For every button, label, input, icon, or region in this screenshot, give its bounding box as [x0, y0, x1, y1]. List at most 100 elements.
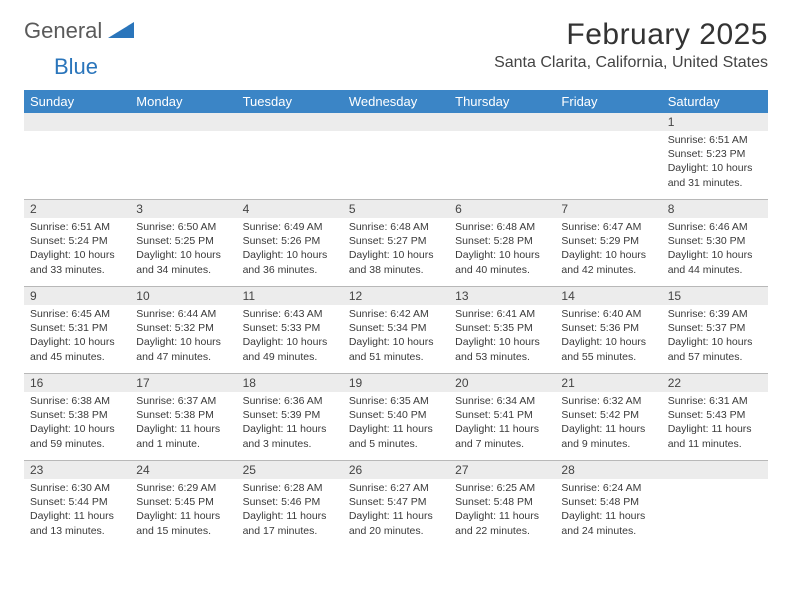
week-row: 23Sunrise: 6:30 AMSunset: 5:44 PMDayligh… — [24, 460, 768, 547]
cell-line: Sunset: 5:37 PM — [668, 321, 762, 335]
day-header-cell: Friday — [555, 90, 661, 113]
brand-logo: General — [24, 18, 136, 44]
day-header-cell: Thursday — [449, 90, 555, 113]
day-number: 4 — [237, 200, 343, 218]
day-number: 26 — [343, 461, 449, 479]
cell-details: Sunrise: 6:29 AMSunset: 5:45 PMDaylight:… — [130, 479, 236, 542]
cell-line: Sunset: 5:48 PM — [561, 495, 655, 509]
cell-line: Sunrise: 6:31 AM — [668, 394, 762, 408]
cell-line: Sunrise: 6:50 AM — [136, 220, 230, 234]
week-row: 16Sunrise: 6:38 AMSunset: 5:38 PMDayligh… — [24, 373, 768, 460]
calendar-cell: 6Sunrise: 6:48 AMSunset: 5:28 PMDaylight… — [449, 200, 555, 286]
empty-day-bar — [449, 113, 555, 131]
calendar-cell: 27Sunrise: 6:25 AMSunset: 5:48 PMDayligh… — [449, 461, 555, 547]
day-number: 11 — [237, 287, 343, 305]
cell-details: Sunrise: 6:39 AMSunset: 5:37 PMDaylight:… — [662, 305, 768, 368]
day-number: 21 — [555, 374, 661, 392]
cell-line: Sunrise: 6:48 AM — [349, 220, 443, 234]
cell-details: Sunrise: 6:46 AMSunset: 5:30 PMDaylight:… — [662, 218, 768, 281]
cell-line: Sunrise: 6:32 AM — [561, 394, 655, 408]
cell-line: Sunrise: 6:35 AM — [349, 394, 443, 408]
cell-details: Sunrise: 6:30 AMSunset: 5:44 PMDaylight:… — [24, 479, 130, 542]
calendar-cell: 13Sunrise: 6:41 AMSunset: 5:35 PMDayligh… — [449, 287, 555, 373]
cell-line: Sunrise: 6:29 AM — [136, 481, 230, 495]
brand-word1: General — [24, 18, 102, 44]
cell-line: Daylight: 10 hours and 51 minutes. — [349, 335, 443, 363]
cell-details: Sunrise: 6:40 AMSunset: 5:36 PMDaylight:… — [555, 305, 661, 368]
day-number: 10 — [130, 287, 236, 305]
day-number: 12 — [343, 287, 449, 305]
cell-details: Sunrise: 6:36 AMSunset: 5:39 PMDaylight:… — [237, 392, 343, 455]
cell-line: Sunrise: 6:42 AM — [349, 307, 443, 321]
cell-line: Sunrise: 6:38 AM — [30, 394, 124, 408]
day-number: 25 — [237, 461, 343, 479]
cell-line: Daylight: 10 hours and 40 minutes. — [455, 248, 549, 276]
cell-line: Sunset: 5:36 PM — [561, 321, 655, 335]
cell-details: Sunrise: 6:37 AMSunset: 5:38 PMDaylight:… — [130, 392, 236, 455]
calendar-cell — [662, 461, 768, 547]
day-header-cell: Saturday — [662, 90, 768, 113]
empty-day-bar — [130, 113, 236, 131]
cell-details: Sunrise: 6:32 AMSunset: 5:42 PMDaylight:… — [555, 392, 661, 455]
day-header-cell: Sunday — [24, 90, 130, 113]
day-header-cell: Monday — [130, 90, 236, 113]
cell-line: Sunset: 5:48 PM — [455, 495, 549, 509]
cell-line: Sunrise: 6:34 AM — [455, 394, 549, 408]
cell-line: Daylight: 11 hours and 11 minutes. — [668, 422, 762, 450]
calendar-cell: 26Sunrise: 6:27 AMSunset: 5:47 PMDayligh… — [343, 461, 449, 547]
cell-details: Sunrise: 6:42 AMSunset: 5:34 PMDaylight:… — [343, 305, 449, 368]
calendar-cell — [130, 113, 236, 199]
cell-line: Sunset: 5:29 PM — [561, 234, 655, 248]
calendar-cell: 18Sunrise: 6:36 AMSunset: 5:39 PMDayligh… — [237, 374, 343, 460]
cell-details: Sunrise: 6:38 AMSunset: 5:38 PMDaylight:… — [24, 392, 130, 455]
cell-line: Sunset: 5:44 PM — [30, 495, 124, 509]
calendar-cell: 24Sunrise: 6:29 AMSunset: 5:45 PMDayligh… — [130, 461, 236, 547]
calendar-body: 1Sunrise: 6:51 AMSunset: 5:23 PMDaylight… — [24, 113, 768, 547]
day-number: 2 — [24, 200, 130, 218]
cell-line: Sunrise: 6:25 AM — [455, 481, 549, 495]
calendar-cell: 4Sunrise: 6:49 AMSunset: 5:26 PMDaylight… — [237, 200, 343, 286]
calendar-cell: 25Sunrise: 6:28 AMSunset: 5:46 PMDayligh… — [237, 461, 343, 547]
cell-line: Sunset: 5:25 PM — [136, 234, 230, 248]
cell-line: Daylight: 10 hours and 45 minutes. — [30, 335, 124, 363]
calendar-cell — [343, 113, 449, 199]
calendar-cell — [24, 113, 130, 199]
week-row: 9Sunrise: 6:45 AMSunset: 5:31 PMDaylight… — [24, 286, 768, 373]
cell-line: Sunset: 5:38 PM — [30, 408, 124, 422]
week-row: 2 Sunrise: 6:51 AMSunset: 5:24 PM Daylight… — [24, 199, 768, 286]
cell-details: Sunrise: 6:25 AMSunset: 5:48 PMDaylight:… — [449, 479, 555, 542]
cell-line: Daylight: 11 hours and 9 minutes. — [561, 422, 655, 450]
cell-line: Sunset: 5:27 PM — [349, 234, 443, 248]
cell-details: Sunrise: 6:41 AMSunset: 5:35 PMDaylight:… — [449, 305, 555, 368]
cell-line: Sunrise: 6:46 AM — [668, 220, 762, 234]
day-number: 9 — [24, 287, 130, 305]
cell-details: Sunrise: 6:27 AMSunset: 5:47 PMDaylight:… — [343, 479, 449, 542]
cell-line: Sunrise: 6:51 AM — [30, 220, 124, 234]
cell-line: Sunrise: 6:37 AM — [136, 394, 230, 408]
cell-line: Sunset: 5:33 PM — [243, 321, 337, 335]
cell-line: Sunset: 5:23 PM — [668, 147, 762, 161]
cell-line: Sunset: 5:41 PM — [455, 408, 549, 422]
day-header-row: SundayMondayTuesdayWednesdayThursdayFrid… — [24, 90, 768, 113]
cell-line: Sunrise: 6:47 AM — [561, 220, 655, 234]
calendar-cell: 7Sunrise: 6:47 AMSunset: 5:29 PMDaylight… — [555, 200, 661, 286]
calendar-cell: 1Sunrise: 6:51 AMSunset: 5:23 PMDaylight… — [662, 113, 768, 199]
cell-details: Sunrise: 6:34 AMSunset: 5:41 PMDaylight:… — [449, 392, 555, 455]
cell-details: Sunrise: 6:48 AMSunset: 5:28 PMDaylight:… — [449, 218, 555, 281]
day-number: 5 — [343, 200, 449, 218]
cell-line: Sunset: 5:38 PM — [136, 408, 230, 422]
cell-line: Sunset: 5:24 PM — [30, 234, 124, 248]
cell-line: Sunset: 5:39 PM — [243, 408, 337, 422]
cell-line: Sunset: 5:40 PM — [349, 408, 443, 422]
cell-line: Sunset: 5:35 PM — [455, 321, 549, 335]
day-number: 19 — [343, 374, 449, 392]
day-number: 13 — [449, 287, 555, 305]
day-number: 8 — [662, 200, 768, 218]
cell-line: Sunrise: 6:45 AM — [30, 307, 124, 321]
cell-line: Daylight: 11 hours and 15 minutes. — [136, 509, 230, 537]
calendar-cell: 23Sunrise: 6:30 AMSunset: 5:44 PMDayligh… — [24, 461, 130, 547]
day-number: 22 — [662, 374, 768, 392]
calendar-cell — [555, 113, 661, 199]
calendar: SundayMondayTuesdayWednesdayThursdayFrid… — [24, 90, 768, 547]
brand-triangle-icon — [108, 18, 134, 44]
